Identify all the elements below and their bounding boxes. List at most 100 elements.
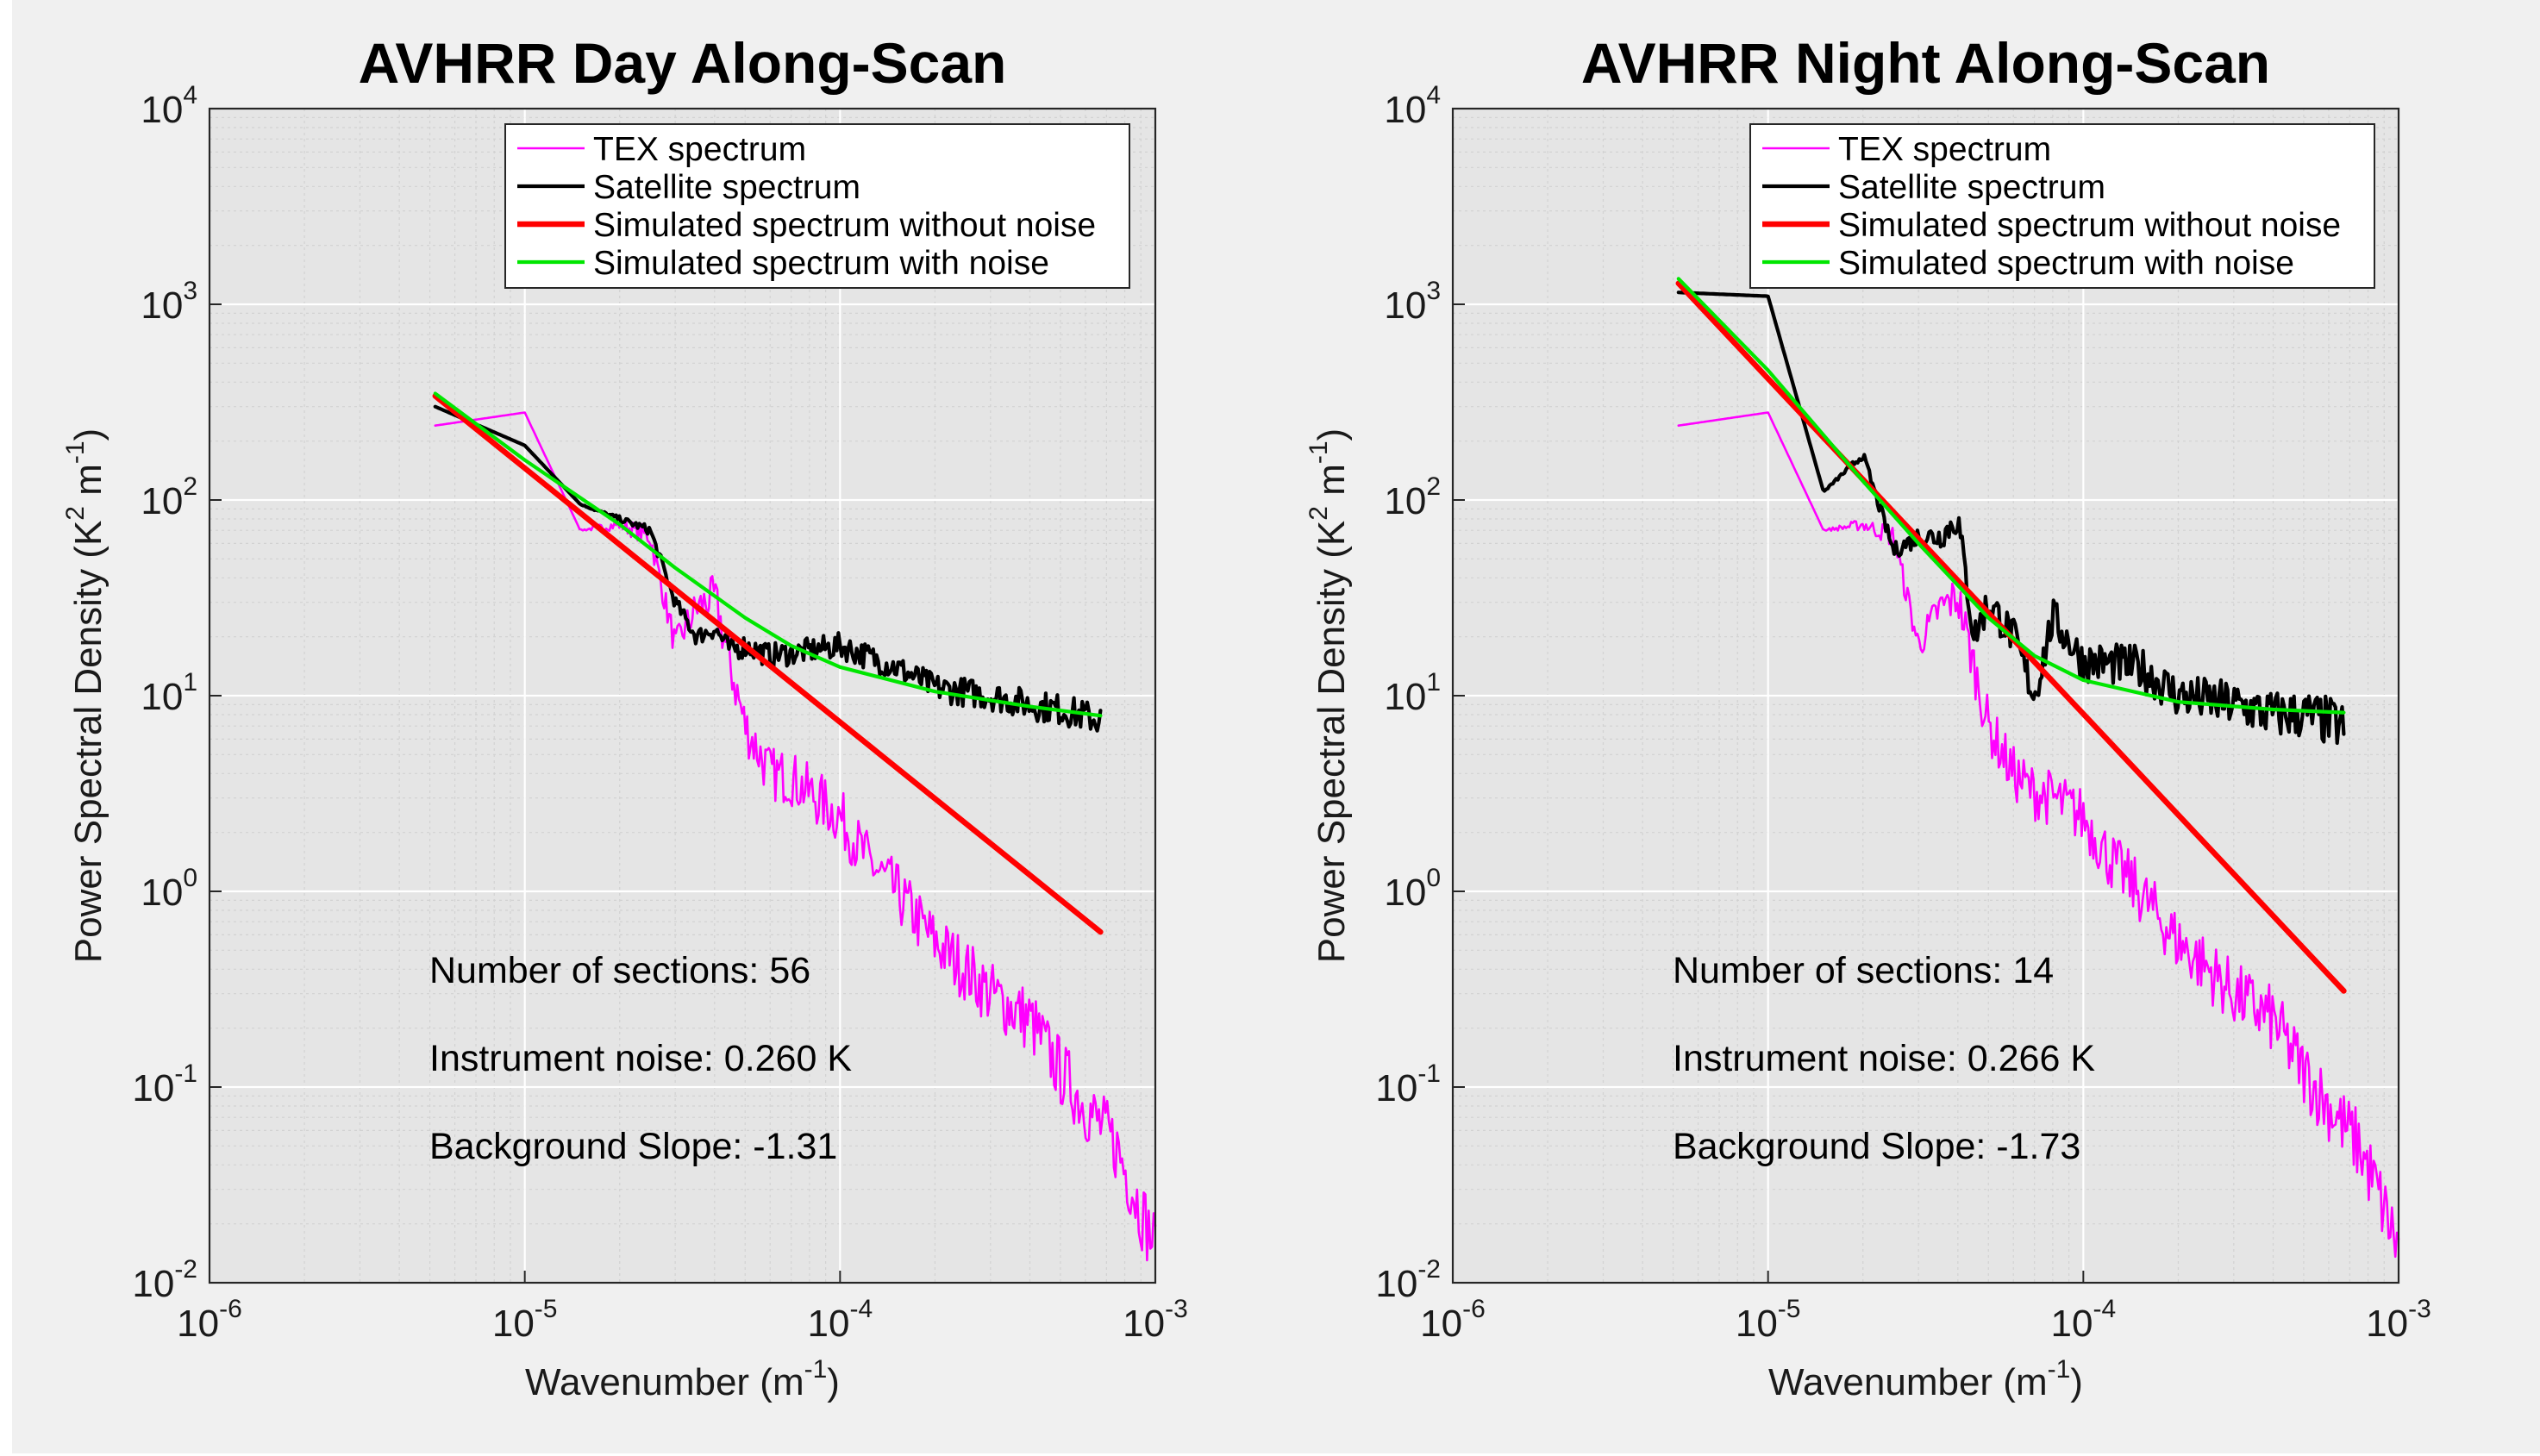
x-axis-label-text: Wavenumber (m (1768, 1361, 2048, 1403)
x-tick-exponent: -6 (1462, 1295, 1486, 1323)
y-tick-label: 102 (141, 472, 197, 522)
y-axis-label-unit: m (67, 464, 109, 506)
series-line-0 (1677, 411, 2400, 1259)
legend-label: Satellite spectrum (593, 169, 860, 206)
legend-box (504, 123, 1130, 289)
x-tick-exponent: -3 (2408, 1295, 2431, 1323)
x-tick-label: 10-4 (2051, 1295, 2117, 1345)
x-tick-label: 10-4 (808, 1295, 873, 1345)
y-tick-exponent: 4 (183, 81, 197, 109)
x-tick-base: 10 (1123, 1303, 1165, 1345)
x-tick-base: 10 (808, 1303, 850, 1345)
legend-box (1749, 123, 2375, 289)
y-tick-base: 10 (141, 872, 183, 914)
y-tick-exponent: 3 (1426, 277, 1441, 305)
x-tick-exponent: -6 (219, 1295, 242, 1323)
legend-label: TEX spectrum (1838, 131, 2051, 168)
y-tick-base: 10 (132, 1263, 174, 1305)
y-tick-label: 10-2 (1375, 1255, 1441, 1305)
chart-title: AVHRR Day Along-Scan (359, 31, 1007, 95)
chart-panel-day: 10-6 10-5 10-4 10-310-210-1100101102103104A… (61, 31, 1188, 1403)
x-tick-label: 10-3 (1123, 1295, 1188, 1345)
annotation-text: Background Slope: -1.73 (1673, 1126, 2080, 1167)
x-axis-label: Wavenumber (m-1) (1768, 1355, 2083, 1403)
y-tick-base: 10 (1384, 89, 1426, 131)
x-axis-label-end: ) (2070, 1361, 2083, 1403)
x-axis-label-end: ) (827, 1361, 840, 1403)
y-axis-label-superscript: 2 (61, 506, 90, 521)
y-tick-label: 102 (1384, 472, 1441, 522)
y-tick-exponent: 2 (1426, 472, 1441, 501)
y-tick-exponent: -2 (1417, 1255, 1441, 1284)
y-tick-label: 103 (141, 277, 197, 327)
annotation-text: Number of sections: 56 (429, 950, 810, 991)
x-tick-exponent: -5 (1778, 1295, 1801, 1323)
y-tick-label: 101 (1384, 668, 1441, 718)
y-tick-exponent: 1 (183, 668, 197, 697)
y-axis-label-end: ) (67, 428, 109, 441)
x-tick-exponent: -3 (1165, 1295, 1188, 1323)
y-tick-exponent: 0 (183, 864, 197, 892)
y-tick-base: 10 (141, 480, 183, 522)
y-tick-label: 103 (1384, 277, 1441, 327)
x-axis-label: Wavenumber (m-1) (525, 1355, 840, 1403)
series-group (432, 391, 1157, 1262)
series-line-2 (432, 393, 1104, 935)
annotation-text: Number of sections: 14 (1673, 950, 2054, 991)
x-tick-label: 10-5 (492, 1295, 558, 1345)
y-axis-label: Power Spectral Density (K2 m-1) (61, 428, 109, 963)
series-group (1675, 277, 2400, 1259)
x-axis-label-text: Wavenumber (m (525, 1361, 804, 1403)
y-axis-label-unit: m (1311, 464, 1353, 506)
x-tick-exponent: -4 (849, 1295, 873, 1323)
y-tick-exponent: 1 (1426, 668, 1441, 697)
annotation-text: Background Slope: -1.31 (429, 1126, 837, 1167)
x-tick-label: 10-6 (1420, 1295, 1486, 1345)
y-tick-exponent: -1 (1417, 1059, 1441, 1088)
legend-label: Simulated spectrum with noise (1838, 245, 2294, 282)
y-tick-base: 10 (1375, 1263, 1417, 1305)
x-tick-base: 10 (1736, 1303, 1778, 1345)
y-tick-base: 10 (1384, 676, 1426, 718)
y-tick-label: 100 (141, 864, 197, 914)
chart-title: AVHRR Night Along-Scan (1581, 31, 2270, 95)
x-axis-label-superscript: -1 (804, 1355, 828, 1384)
y-axis-label-superscript: -1 (1304, 441, 1333, 464)
legend-label: Satellite spectrum (1838, 169, 2105, 206)
y-axis-label-superscript: 2 (1304, 506, 1333, 521)
y-tick-base: 10 (132, 1067, 174, 1109)
legend-label: Simulated spectrum without noise (1838, 207, 2341, 244)
x-tick-base: 10 (2051, 1303, 2093, 1345)
legend-label: TEX spectrum (593, 131, 806, 168)
x-tick-label: 10-3 (2366, 1295, 2431, 1345)
y-tick-label: 10-1 (1375, 1059, 1441, 1109)
x-axis-label-superscript: -1 (2048, 1355, 2071, 1384)
y-axis-label-text: Power Spectral Density (K (1311, 521, 1353, 964)
annotation-text: Instrument noise: 0.266 K (1673, 1038, 2095, 1079)
series-line-3 (1676, 277, 2346, 715)
y-tick-exponent: 0 (1426, 864, 1441, 892)
legend-label: Simulated spectrum with noise (593, 245, 1049, 282)
y-tick-label: 104 (141, 81, 197, 131)
y-tick-label: 10-2 (132, 1255, 197, 1305)
y-tick-base: 10 (141, 284, 183, 327)
y-tick-label: 10-1 (132, 1059, 197, 1109)
y-tick-exponent: -2 (174, 1255, 197, 1284)
x-tick-base: 10 (177, 1303, 219, 1345)
legend-label: Simulated spectrum without noise (593, 207, 1096, 244)
y-tick-base: 10 (1375, 1067, 1417, 1109)
y-tick-exponent: 3 (183, 277, 197, 305)
series-line-3 (433, 391, 1103, 718)
y-tick-exponent: 4 (1426, 81, 1441, 109)
grid (1451, 107, 2400, 1284)
y-axis-label-superscript: -1 (61, 441, 90, 464)
y-tick-base: 10 (1384, 872, 1426, 914)
x-tick-exponent: -4 (2093, 1295, 2116, 1323)
y-tick-label: 104 (1384, 81, 1441, 131)
y-tick-base: 10 (1384, 480, 1426, 522)
x-tick-base: 10 (2366, 1303, 2408, 1345)
x-tick-exponent: -5 (535, 1295, 558, 1323)
x-tick-base: 10 (492, 1303, 535, 1345)
